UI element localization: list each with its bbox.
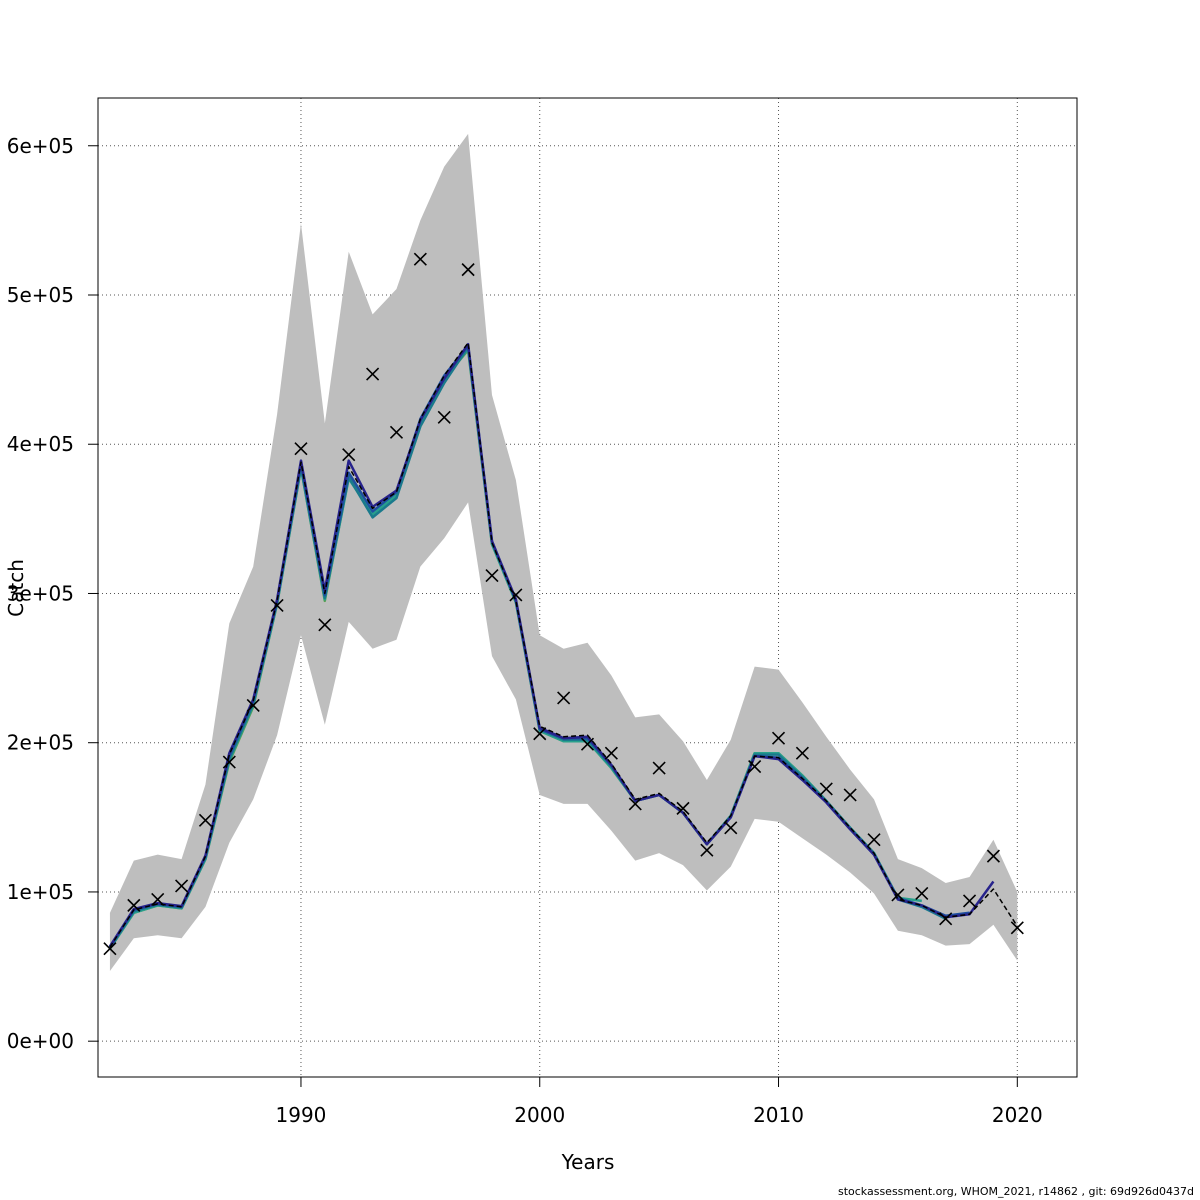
observed-point-2018 [962, 894, 977, 908]
observed-point-2004 [628, 797, 642, 811]
observed-point-1996 [437, 410, 451, 424]
observed-point-2000 [533, 727, 547, 741]
observed-point-1983 [127, 898, 141, 912]
observed-point-1987 [222, 755, 236, 769]
observed-point-2001 [557, 691, 571, 705]
observed-point-1988 [246, 698, 260, 712]
x-tick-label-2010: 2010 [753, 1103, 804, 1127]
observed-point-1990 [294, 442, 308, 456]
y-tick-label-4: 4e+05 [7, 432, 74, 456]
y-tick-label-5: 5e+05 [7, 283, 74, 307]
x-axis: 1990 2000 2010 2020 [276, 1077, 1043, 1127]
observed-point-1989 [270, 598, 284, 612]
observed-point-2016 [915, 886, 929, 901]
observed-point-1997 [461, 263, 475, 277]
confidence-band-area [109, 133, 1018, 972]
observed-point-1992 [342, 448, 356, 462]
y-tick-label-6: 6e+05 [7, 134, 74, 158]
observed-points [103, 252, 1024, 956]
observed-point-1993 [366, 367, 380, 381]
observed-point-2020 [1010, 921, 1024, 935]
observed-point-1986 [198, 813, 213, 827]
observed-point-1995 [413, 252, 427, 266]
observed-point-2011 [795, 746, 809, 760]
observed-point-2007 [700, 843, 714, 857]
observed-point-2008 [724, 821, 738, 835]
observed-point-1991 [318, 618, 332, 632]
x-axis-label: Years [561, 1150, 615, 1174]
observed-point-2006 [676, 801, 690, 815]
y-axis-label: Catch [4, 559, 28, 617]
y-axis: 0e+00 1e+05 2e+05 3e+05 4e+05 5e+05 6e+05 [7, 134, 98, 1053]
confidence-band [109, 133, 1018, 972]
observed-point-2017 [939, 912, 953, 926]
observed-point-1999 [509, 588, 523, 602]
observed-point-2015 [891, 888, 905, 902]
observed-point-1982 [103, 942, 117, 956]
observed-point-2019 [986, 849, 1000, 863]
y-tick-label-3: 3e+05 [7, 581, 74, 605]
observed-point-2010 [771, 731, 786, 745]
series-line-main [109, 342, 1018, 948]
x-tick-label-2020: 2020 [992, 1103, 1043, 1127]
observed-point-2003 [604, 746, 618, 760]
observed-point-2013 [843, 788, 857, 802]
observed-point-1985 [175, 879, 189, 893]
observed-point-1994 [389, 425, 404, 439]
y-tick-label-2: 2e+05 [7, 731, 74, 755]
y-tick-label-1: 1e+05 [7, 880, 74, 904]
observed-point-2014 [867, 833, 881, 847]
x-tick-label-2000: 2000 [514, 1103, 565, 1127]
observed-point-1998 [485, 568, 499, 583]
retrospective-series [108, 342, 1018, 950]
plot-frame [97, 97, 1078, 1078]
observed-point-2012 [819, 782, 833, 796]
observed-point-1984 [151, 892, 165, 906]
observed-point-2005 [652, 761, 666, 775]
observed-point-2009 [748, 760, 762, 774]
observed-point-2002 [580, 737, 595, 751]
x-tick-label-1990: 1990 [276, 1103, 327, 1127]
y-tick-label-0: 0e+00 [7, 1029, 74, 1053]
footer-caption: stockassessment.org, WHOM_2021, r14862 ,… [837, 1185, 1194, 1198]
